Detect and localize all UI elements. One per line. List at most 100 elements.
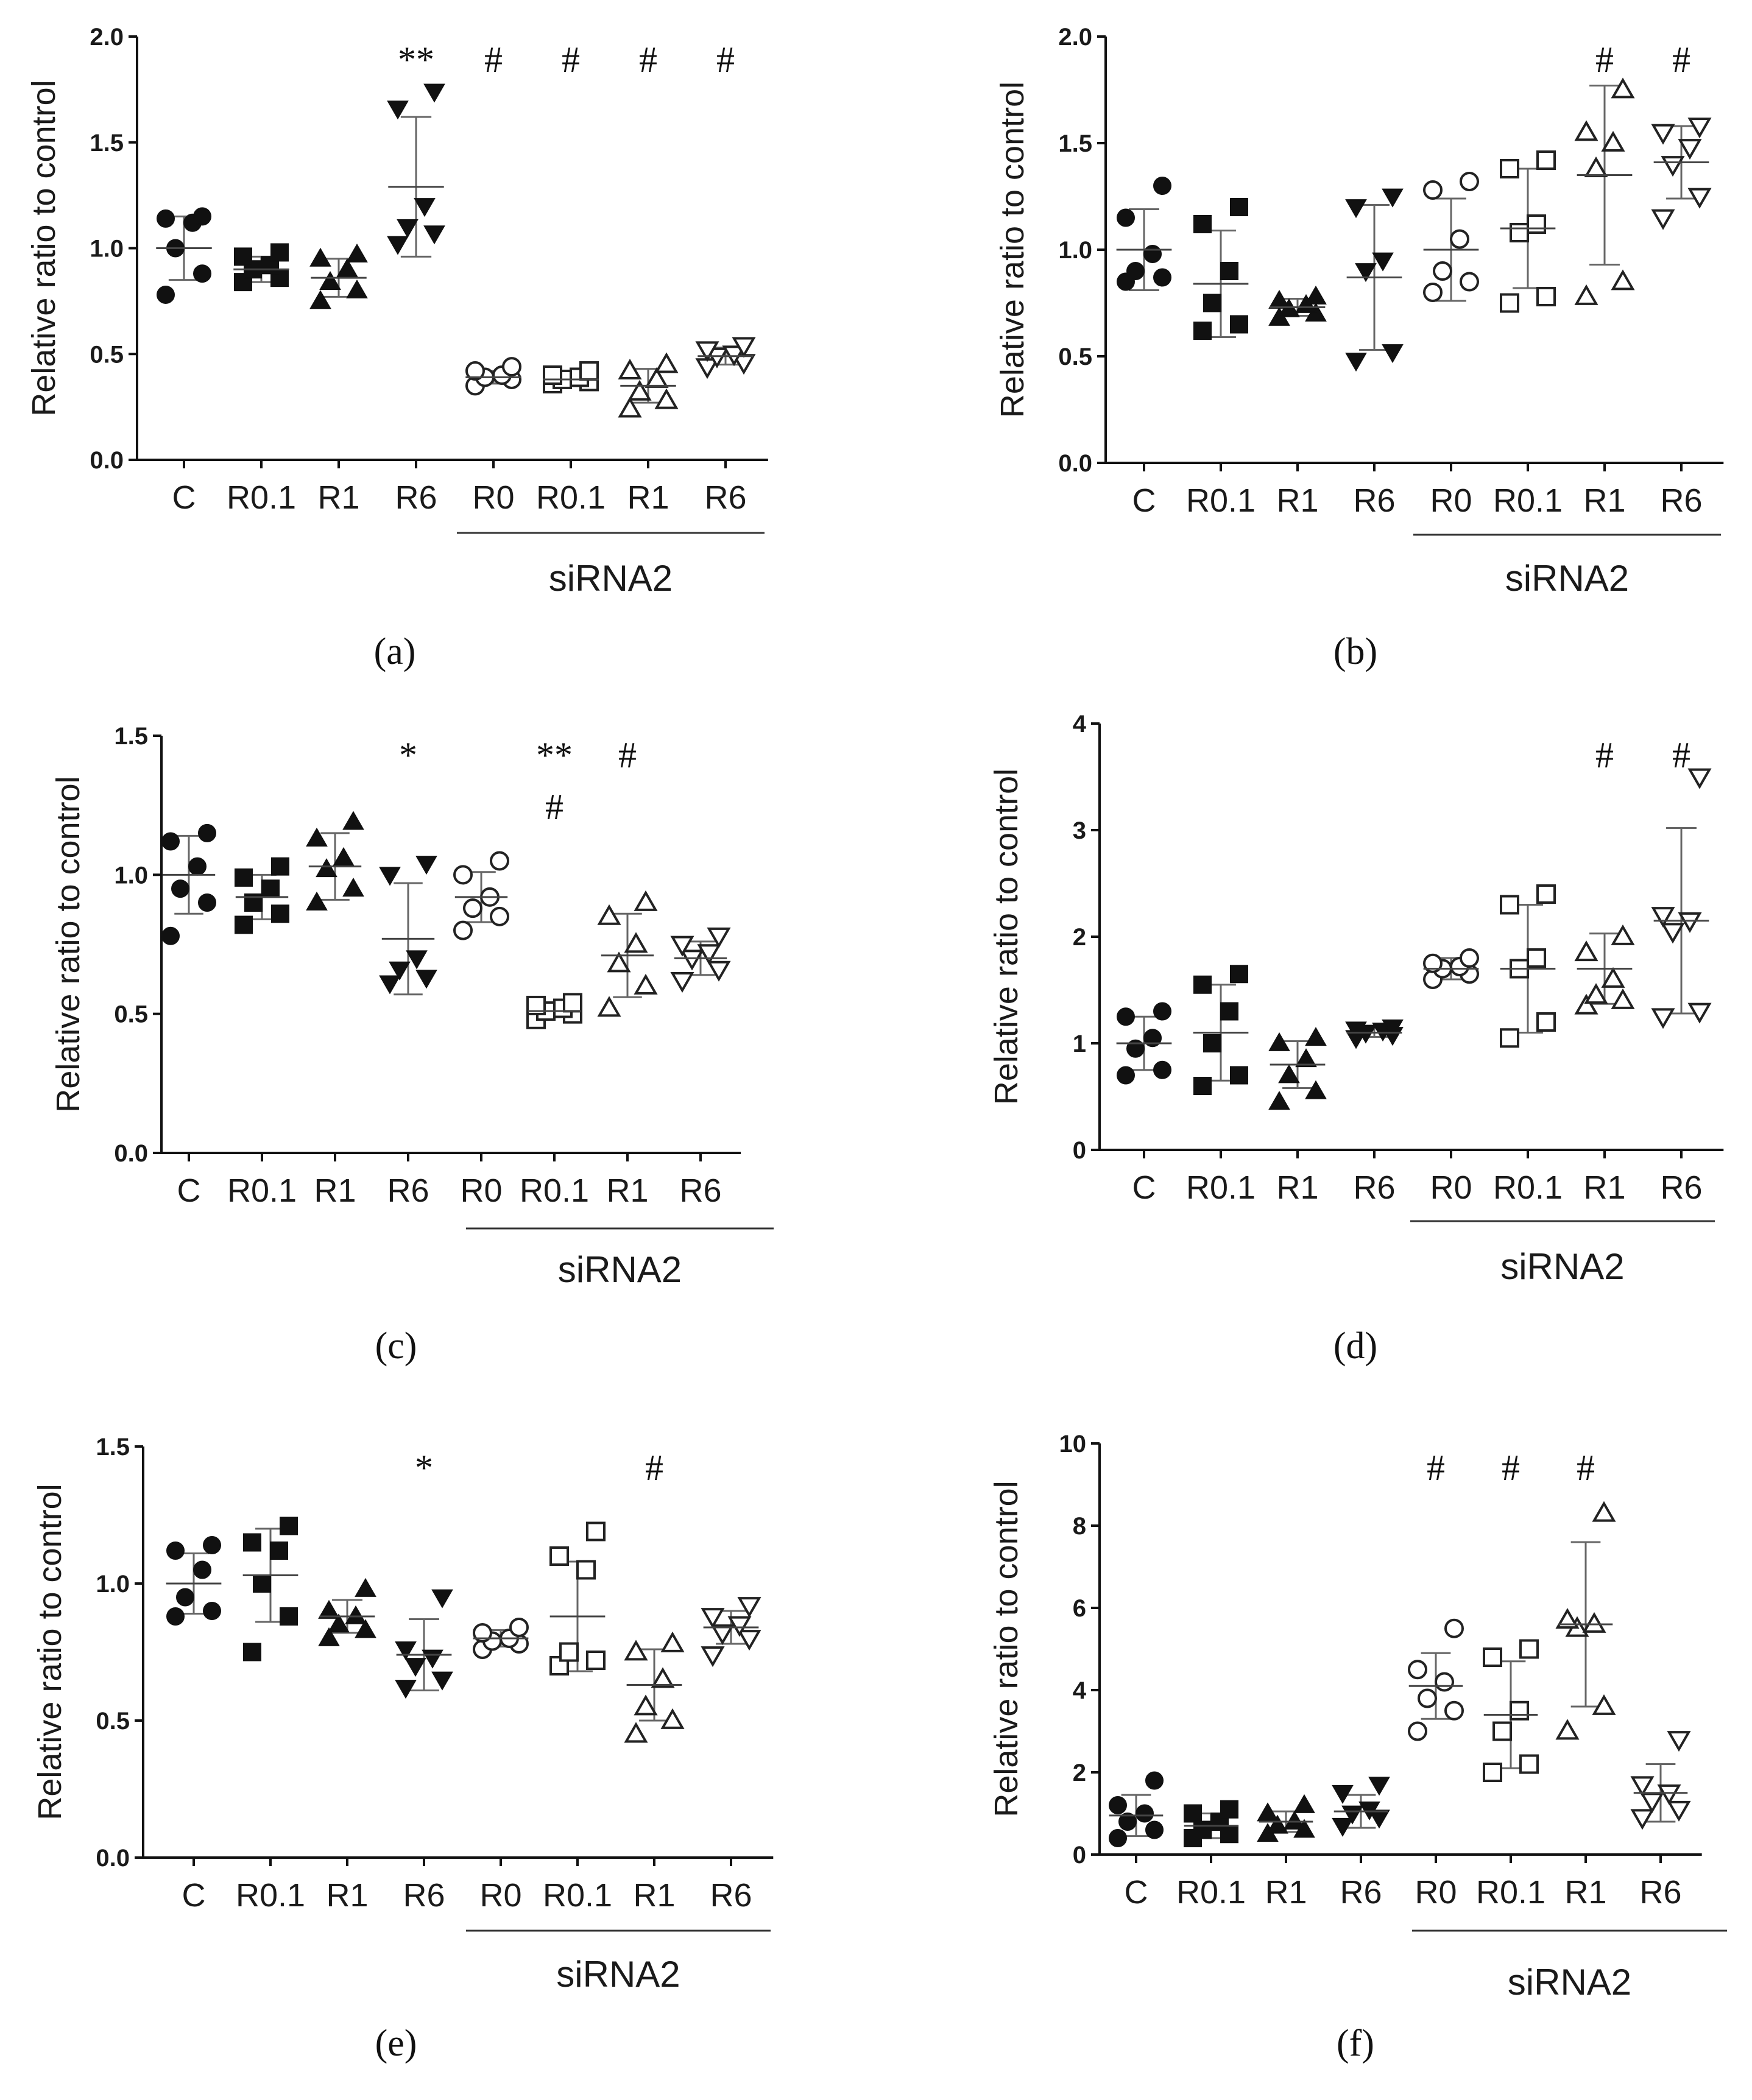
data-point [203, 1536, 221, 1554]
data-point [1483, 1763, 1502, 1782]
series-group [1483, 1639, 1539, 1782]
data-point [1630, 1809, 1655, 1830]
x-tick-label: R6 [679, 1172, 721, 1209]
data-point [157, 285, 175, 304]
series-group [1332, 1777, 1390, 1837]
data-point [397, 219, 419, 238]
x-tick-label: R6 [1660, 482, 1702, 519]
data-point [727, 1616, 752, 1637]
x-tick-label: C [172, 479, 196, 516]
series-group [309, 243, 368, 309]
x-tick-label: C [182, 1877, 206, 1914]
y-tick-label: 1 [1073, 1031, 1086, 1057]
group-label: siRNA2 [549, 558, 673, 599]
data-point [1153, 268, 1171, 287]
series-group [695, 337, 756, 379]
significance-mark: # [562, 40, 580, 80]
y-tick-label: 2 [1073, 1760, 1086, 1786]
x-tick-label: R6 [1639, 1874, 1681, 1911]
data-point [1527, 948, 1546, 968]
data-point [333, 847, 355, 866]
y-tick-label: 2.0 [1058, 24, 1092, 51]
panel-label: (c) [375, 1325, 417, 1367]
data-point [1611, 988, 1635, 1009]
series-group [670, 927, 731, 993]
y-tick-label: 0.0 [96, 1845, 130, 1872]
y-tick-label: 0.5 [90, 341, 124, 368]
x-tick-label: R0.1 [227, 479, 296, 516]
series-group [1116, 1002, 1172, 1085]
chart-panel: 0.0 0.5 1.0 1.5 2.0 Relative ratio to control… [994, 24, 1724, 672]
data-point [490, 906, 509, 926]
data-point [1368, 1809, 1390, 1829]
data-point [355, 1577, 376, 1597]
y-tick-label: 0.5 [114, 1001, 148, 1028]
x-tick-label: R0.1 [520, 1172, 589, 1209]
chart-panel: 0 1 2 3 4 Relative ratio to control C R0.1 R1 R6 R… [988, 711, 1724, 1367]
data-point [203, 1602, 221, 1620]
series-group [1268, 285, 1327, 326]
data-point [1527, 214, 1546, 234]
y-axis-label: Relative ratio to control [988, 1481, 1025, 1817]
y-tick-label: 2 [1073, 924, 1086, 951]
significance-mark: # [645, 1448, 663, 1488]
y-tick-label: 0.0 [114, 1140, 148, 1167]
data-point [1444, 1700, 1464, 1721]
data-point [193, 1560, 211, 1579]
data-point [627, 379, 652, 401]
series-group [618, 352, 679, 418]
series-group [1257, 1794, 1315, 1842]
data-point [342, 811, 364, 830]
significance-mark: # [1502, 1448, 1520, 1488]
significance-mark: # [716, 40, 735, 80]
data-point [261, 256, 279, 275]
data-point [1345, 1021, 1367, 1041]
group-label: siRNA2 [558, 1249, 682, 1290]
series-group [161, 823, 216, 945]
data-point [243, 1533, 261, 1552]
x-tick-label: R0.1 [1493, 482, 1563, 519]
y-tick-label: 0.0 [90, 447, 124, 474]
data-point [701, 1608, 725, 1629]
series-group [1423, 172, 1479, 302]
data-point [1536, 1012, 1556, 1032]
y-tick-label: 1.5 [1058, 130, 1092, 157]
data-point [336, 258, 358, 278]
data-point [309, 290, 331, 309]
data-point [1203, 1034, 1221, 1052]
data-point [453, 920, 473, 940]
data-point [1536, 287, 1556, 306]
data-point [1109, 1829, 1127, 1847]
series-group [1500, 150, 1556, 313]
data-point [559, 1642, 579, 1662]
data-point [660, 1631, 685, 1652]
data-point [1651, 907, 1675, 928]
data-point [1423, 180, 1443, 200]
data-point [1153, 177, 1171, 195]
data-point [1184, 1804, 1202, 1823]
data-point [1582, 1612, 1606, 1633]
data-point [306, 827, 328, 847]
data-point [618, 396, 642, 418]
data-point [319, 270, 341, 290]
data-point [346, 279, 368, 298]
y-tick-label: 10 [1059, 1431, 1087, 1457]
data-point [404, 1658, 426, 1677]
data-point [280, 1607, 298, 1626]
data-point [355, 1619, 376, 1638]
data-point [1657, 1784, 1681, 1805]
data-point [1460, 948, 1479, 968]
series-group [166, 1536, 222, 1626]
data-point [309, 247, 331, 267]
data-point [1519, 1754, 1539, 1774]
y-axis-label: Relative ratio to control [988, 769, 1025, 1105]
data-point [1382, 188, 1404, 208]
data-point [157, 209, 175, 228]
data-point [1601, 967, 1625, 988]
data-point [318, 1599, 340, 1619]
data-point [1584, 983, 1608, 1004]
data-point [1268, 1091, 1290, 1110]
data-point [1500, 159, 1519, 178]
data-point [1345, 199, 1367, 219]
x-tick-label: R0.1 [1176, 1874, 1246, 1911]
